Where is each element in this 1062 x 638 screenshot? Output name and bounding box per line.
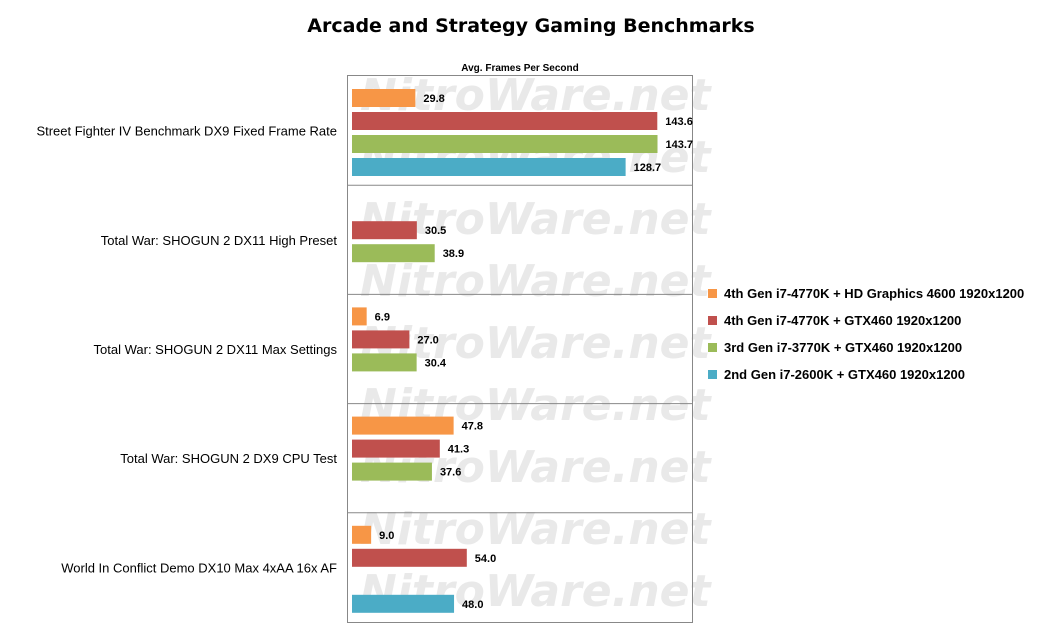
category-label: Street Fighter IV Benchmark DX9 Fixed Fr… [36, 124, 337, 139]
bar [352, 330, 410, 349]
value-label: 9.0 [379, 530, 394, 542]
category-label: World In Conflict Demo DX10 Max 4xAA 16x… [61, 560, 337, 575]
bar [352, 525, 372, 544]
watermark-text: NitroWare.net [360, 194, 713, 245]
bar [352, 353, 417, 372]
category-dividers [348, 184, 692, 514]
x-axis-title: Avg. Frames Per Second [461, 63, 578, 74]
value-labels: 29.8 143.6 143.7 128.7 30.5 38.9 6.9 27.0 30.4 47… [375, 93, 693, 611]
value-label: 48.0 [462, 599, 483, 611]
legend-label: 3rd Gen i7-3770K + GTX460 1920x1200 [724, 340, 962, 355]
bar [352, 244, 435, 263]
value-label: 30.5 [425, 225, 446, 237]
category-label: Total War: SHOGUN 2 DX11 High Preset [101, 233, 338, 248]
value-label: 54.0 [475, 553, 496, 565]
legend-label: 2nd Gen i7-2600K + GTX460 1920x1200 [724, 367, 965, 382]
bar [352, 112, 658, 130]
bar [352, 307, 367, 326]
bar [352, 439, 440, 458]
legend-swatch [708, 370, 717, 379]
bar [352, 548, 467, 567]
value-label: 143.6 [665, 116, 693, 128]
category-label: Total War: SHOGUN 2 DX9 CPU Test [120, 451, 337, 466]
legend-label: 4th Gen i7-4770K + GTX460 1920x1200 [724, 313, 961, 328]
bars [352, 89, 658, 613]
value-label: 38.9 [443, 248, 464, 260]
category-label: Total War: SHOGUN 2 DX11 Max Settings [94, 342, 338, 357]
bar [352, 158, 626, 176]
bar [352, 89, 416, 107]
watermark-text: NitroWare.net [360, 256, 713, 307]
legend-swatch [708, 289, 717, 298]
value-label: 37.6 [440, 467, 461, 479]
bar [352, 462, 432, 481]
watermark-text: NitroWare.net [360, 504, 713, 555]
value-label: 29.8 [423, 93, 444, 105]
legend-swatch [708, 316, 717, 325]
bar [352, 416, 454, 435]
value-label: 30.4 [425, 357, 447, 369]
legend: 4th Gen i7-4770K + HD Graphics 4600 1920… [708, 286, 1024, 382]
value-label: 27.0 [417, 334, 438, 346]
bar [352, 594, 455, 613]
chart-title: Arcade and Strategy Gaming Benchmarks [307, 15, 754, 37]
legend-label: 4th Gen i7-4770K + HD Graphics 4600 1920… [724, 286, 1024, 301]
legend-swatch [708, 343, 717, 352]
value-label: 47.8 [462, 421, 483, 433]
category-labels: Street Fighter IV Benchmark DX9 Fixed Fr… [36, 124, 337, 576]
bar [352, 135, 658, 153]
value-label: 41.3 [448, 444, 469, 456]
value-label: 128.7 [634, 162, 662, 174]
watermark-text: NitroWare.net [360, 318, 713, 369]
plot-area [347, 75, 693, 623]
value-label: 143.7 [666, 139, 694, 151]
value-label: 6.9 [375, 311, 390, 323]
bar [352, 221, 417, 240]
